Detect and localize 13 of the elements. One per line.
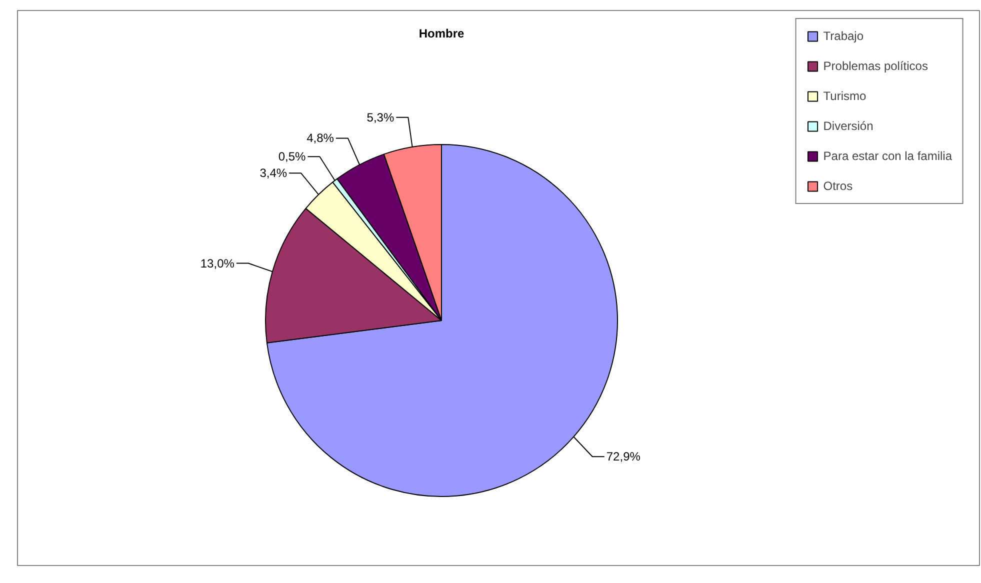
data-label: 5,3% (366, 110, 394, 124)
legend-label: Trabajo (823, 29, 864, 43)
data-label: 3,4% (260, 166, 288, 180)
data-label: 13,0% (200, 256, 235, 270)
legend-label: Turismo (823, 89, 866, 103)
legend-label: Otros (823, 179, 853, 193)
data-label: 0,5% (278, 150, 306, 164)
data-label: 72,9% (606, 450, 641, 464)
legend-label: Problemas políticos (823, 59, 928, 73)
legend-label: Para estar con la familia (823, 149, 952, 163)
text: Hombre (418, 26, 464, 40)
legend-label: Diversión (823, 119, 874, 133)
data-label: 4,8% (306, 131, 334, 146)
